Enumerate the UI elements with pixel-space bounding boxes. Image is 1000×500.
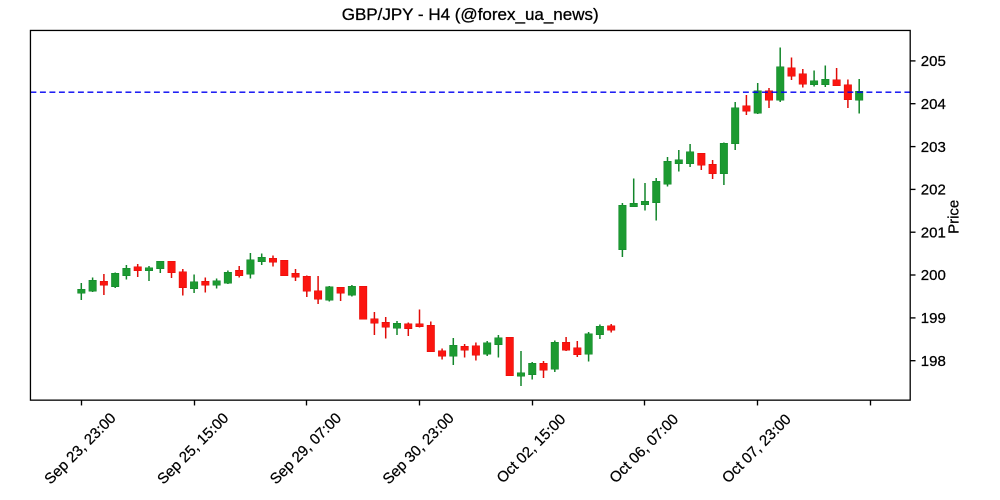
svg-text:Price: Price	[945, 200, 962, 234]
svg-text:205: 205	[921, 53, 946, 70]
svg-text:200: 200	[921, 267, 946, 284]
svg-text:198: 198	[921, 353, 946, 370]
svg-text:203: 203	[921, 139, 946, 156]
svg-text:199: 199	[921, 310, 946, 327]
svg-text:204: 204	[921, 96, 946, 113]
svg-text:202: 202	[921, 182, 946, 199]
svg-text:GBP/JPY - H4 (@forex_ua_news): GBP/JPY - H4 (@forex_ua_news)	[342, 5, 599, 24]
svg-text:201: 201	[921, 224, 946, 241]
